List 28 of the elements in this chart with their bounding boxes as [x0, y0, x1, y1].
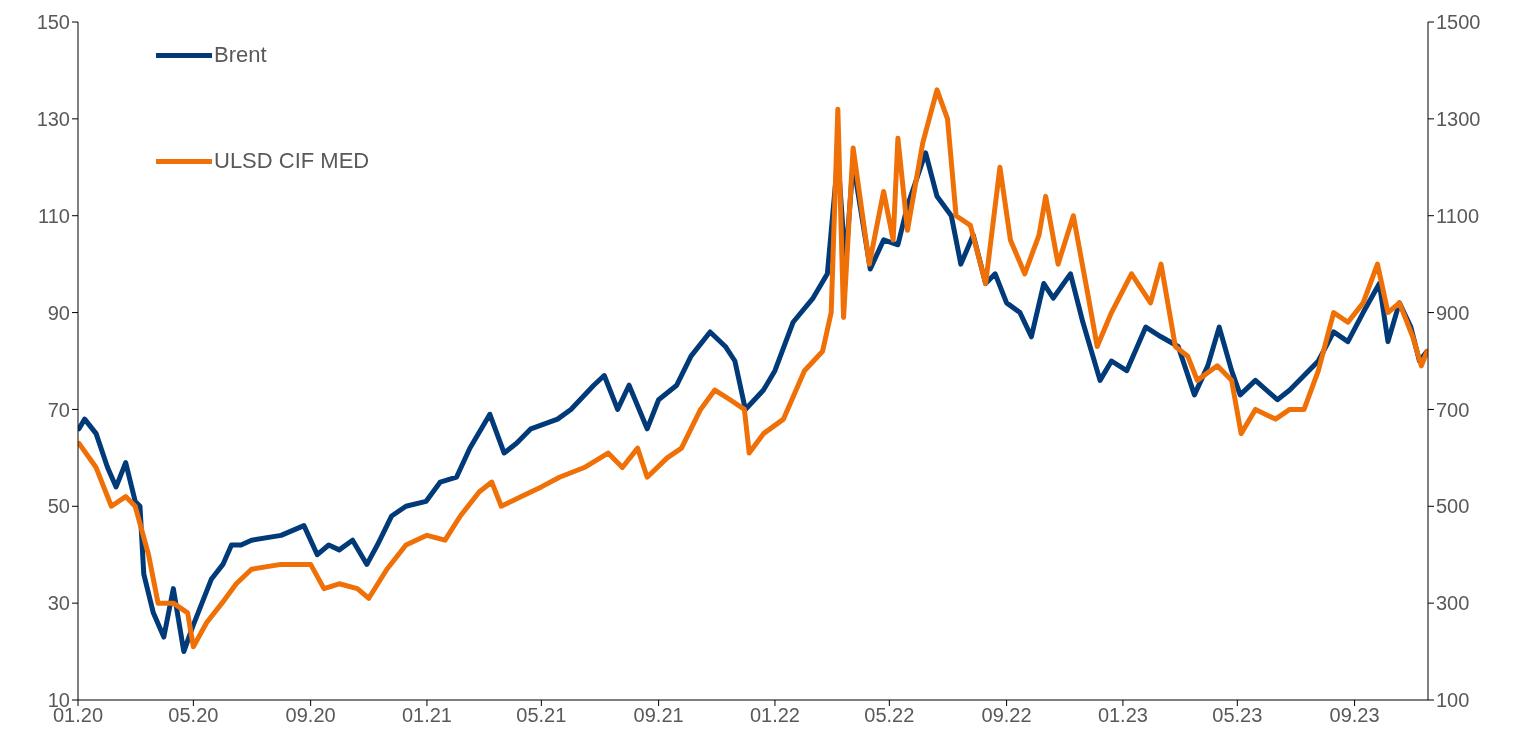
- y-tick-label: 130: [36, 107, 70, 130]
- x-tick-label: 05.20: [168, 704, 219, 727]
- x-tick-label: 01.22: [749, 704, 800, 727]
- y-tick-label: 30: [47, 592, 70, 615]
- y2-tick-label: 100: [1436, 689, 1470, 712]
- legend-label: ULSD CIF MED: [214, 148, 370, 174]
- y-tick-label: 50: [47, 495, 70, 518]
- y2-tick-label: 1500: [1436, 11, 1481, 34]
- y2-tick-label: 500: [1436, 495, 1470, 518]
- y-tick-label: 110: [38, 204, 70, 227]
- y2-tick-label: 1300: [1436, 107, 1481, 130]
- x-tick-label: 09.21: [633, 704, 684, 727]
- y2-tick-label: 700: [1436, 398, 1470, 421]
- x-tick-label: 05.22: [864, 704, 915, 727]
- y2-tick-label: 900: [1436, 301, 1470, 324]
- x-tick-label: 09.22: [981, 704, 1032, 727]
- x-tick-label: 09.23: [1329, 704, 1380, 727]
- y-tick-label: 150: [36, 11, 70, 34]
- y2-tick-label: 300: [1436, 592, 1470, 615]
- x-tick-label: 05.23: [1212, 704, 1263, 727]
- legend-label: Brent: [214, 42, 267, 68]
- x-tick-label: 01.23: [1097, 704, 1148, 727]
- x-tick-label: 05.21: [516, 704, 567, 727]
- x-tick-label: 09.20: [285, 704, 336, 727]
- y-tick-label: 90: [47, 301, 70, 324]
- x-tick-label: 01.21: [401, 704, 452, 727]
- y2-tick-label: 1100: [1436, 204, 1480, 227]
- y-tick-label: 70: [47, 398, 70, 421]
